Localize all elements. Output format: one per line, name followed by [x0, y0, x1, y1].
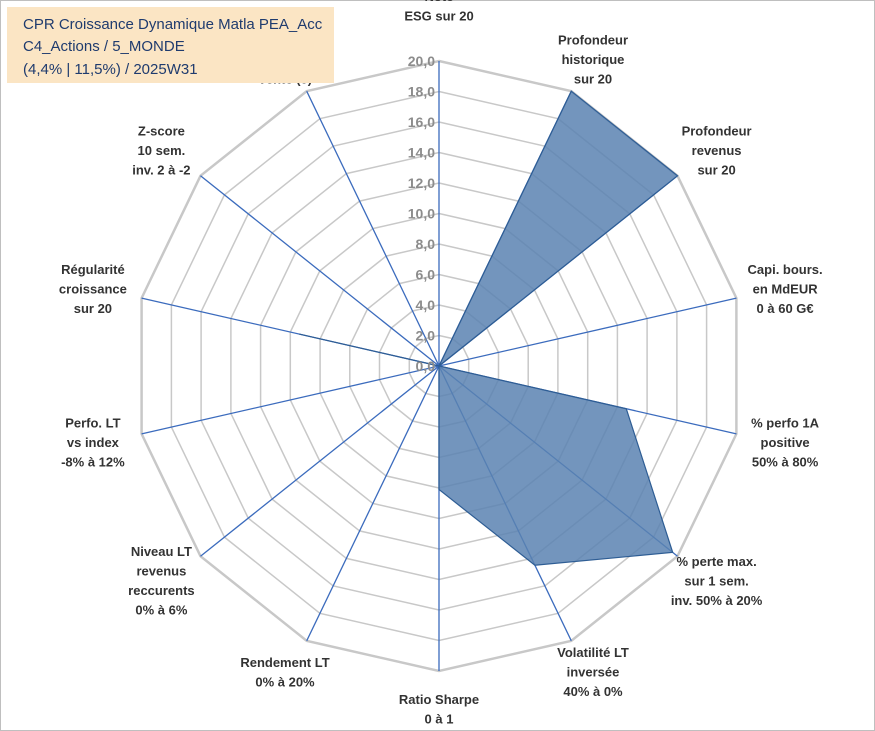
- tick-label: 12,0: [408, 175, 435, 191]
- axis-label-line: 0 à 60 G€: [757, 301, 814, 316]
- axis-label-line: Perfo. LT: [65, 416, 120, 431]
- axis-label: Ratio Sharpe 0 à 1: [399, 692, 479, 727]
- axis-label-line: 50% à 80%: [752, 455, 819, 470]
- axis-label-line: 0% à 20%: [255, 674, 315, 689]
- axis-label: Z-score 10 sem. inv. 2 à -2: [132, 124, 190, 178]
- title-box: CPR Croissance Dynamique Matla PEA_Acc C…: [7, 7, 334, 83]
- tick-label: 4,0: [416, 297, 436, 313]
- axis-label-line: Rendement LT: [240, 655, 329, 670]
- axis-label-line: Régularité: [61, 262, 125, 277]
- axis-label-line: revenus: [692, 143, 742, 158]
- axis-label-line: Profondeur: [682, 124, 752, 139]
- axis-label-line: Z-score: [138, 124, 185, 139]
- axis-label: % perfo 1A positive 50% à 80%: [751, 416, 820, 470]
- axis-label-line: 40% à 0%: [563, 684, 623, 699]
- category-line: C4_Actions / 5_MONDE: [23, 38, 185, 55]
- axis-label-line: reccurents: [128, 583, 194, 598]
- tick-label: 8,0: [416, 236, 436, 252]
- axis-label: Régularité croissance sur 20: [59, 262, 127, 316]
- radar-spoke: [438, 297, 737, 367]
- axis-label-line: Volatilité LT: [557, 645, 629, 660]
- radar-spoke: [141, 365, 440, 435]
- axis-label-line: inv. 50% à 20%: [671, 593, 763, 608]
- axis-label: Profondeur historique sur 20: [558, 32, 628, 86]
- axis-label-line: inversée: [567, 665, 620, 680]
- axis-label-line: en MdEUR: [753, 282, 819, 297]
- axis-label: Capi. bours. en MdEUR 0 à 60 G€: [748, 262, 823, 316]
- axis-label-line: vs index: [67, 435, 120, 450]
- axis-label: Note ESG sur 20: [404, 0, 473, 24]
- tick-label: 18,0: [408, 84, 435, 100]
- axis-label-line: revenus: [136, 564, 186, 579]
- radar-spoke: [306, 365, 440, 642]
- tick-label: 6,0: [416, 267, 436, 283]
- axis-label-line: sur 1 sem.: [684, 573, 748, 588]
- axis-label-line: historique: [562, 52, 625, 67]
- tick-label: 16,0: [408, 114, 435, 130]
- axis-label: Niveau LT revenus reccurents 0% à 6%: [128, 544, 194, 618]
- axis-label-line: 10 sem.: [138, 143, 186, 158]
- axis-label-line: sur 20: [574, 71, 612, 86]
- axis-label-line: sur 20: [74, 301, 112, 316]
- axis-label-line: Niveau LT: [131, 544, 192, 559]
- axis-label-line: -8% à 12%: [61, 455, 125, 470]
- axis-label-line: inv. 2 à -2: [132, 163, 190, 178]
- fund-name: CPR Croissance Dynamique Matla PEA_Acc: [23, 16, 323, 33]
- axis-label: Perfo. LT vs index -8% à 12%: [61, 416, 125, 470]
- axis-label: Rendement LT 0% à 20%: [240, 655, 329, 690]
- axis-label-line: % perte max.: [676, 554, 756, 569]
- axis-label: Profondeur revenus sur 20: [682, 124, 752, 178]
- radar-spoke: [306, 90, 440, 367]
- axis-label-line: % perfo 1A: [751, 416, 820, 431]
- axis-label-line: 0 à 1: [425, 712, 454, 727]
- tick-label: 2,0: [416, 328, 436, 344]
- axis-label-line: croissance: [59, 282, 127, 297]
- axis-label-line: sur 20: [697, 163, 735, 178]
- axis-label-line: 0% à 6%: [135, 603, 187, 618]
- tick-label: 20,0: [408, 53, 435, 69]
- axis-label-line: Capi. bours.: [748, 262, 823, 277]
- axis-label: % perte max. sur 1 sem. inv. 50% à 20%: [671, 554, 763, 608]
- axis-label-line: Ratio Sharpe: [399, 692, 479, 707]
- axis-label: Volatilité LT inversée 40% à 0%: [557, 645, 629, 699]
- axis-label-line: ESG sur 20: [404, 9, 473, 24]
- axis-label-line: Profondeur: [558, 32, 628, 47]
- tick-label: 10,0: [408, 206, 435, 222]
- tick-label: 0,0: [416, 358, 436, 374]
- radar-spoke: [200, 365, 440, 557]
- axis-label-line: positive: [761, 435, 810, 450]
- tick-label: 14,0: [408, 145, 435, 161]
- axis-label-line: Note: [425, 0, 454, 4]
- radar-spoke: [200, 175, 440, 367]
- stats-line: (4,4% | 11,5%) / 2025W31: [23, 61, 198, 78]
- series-area: [299, 90, 679, 566]
